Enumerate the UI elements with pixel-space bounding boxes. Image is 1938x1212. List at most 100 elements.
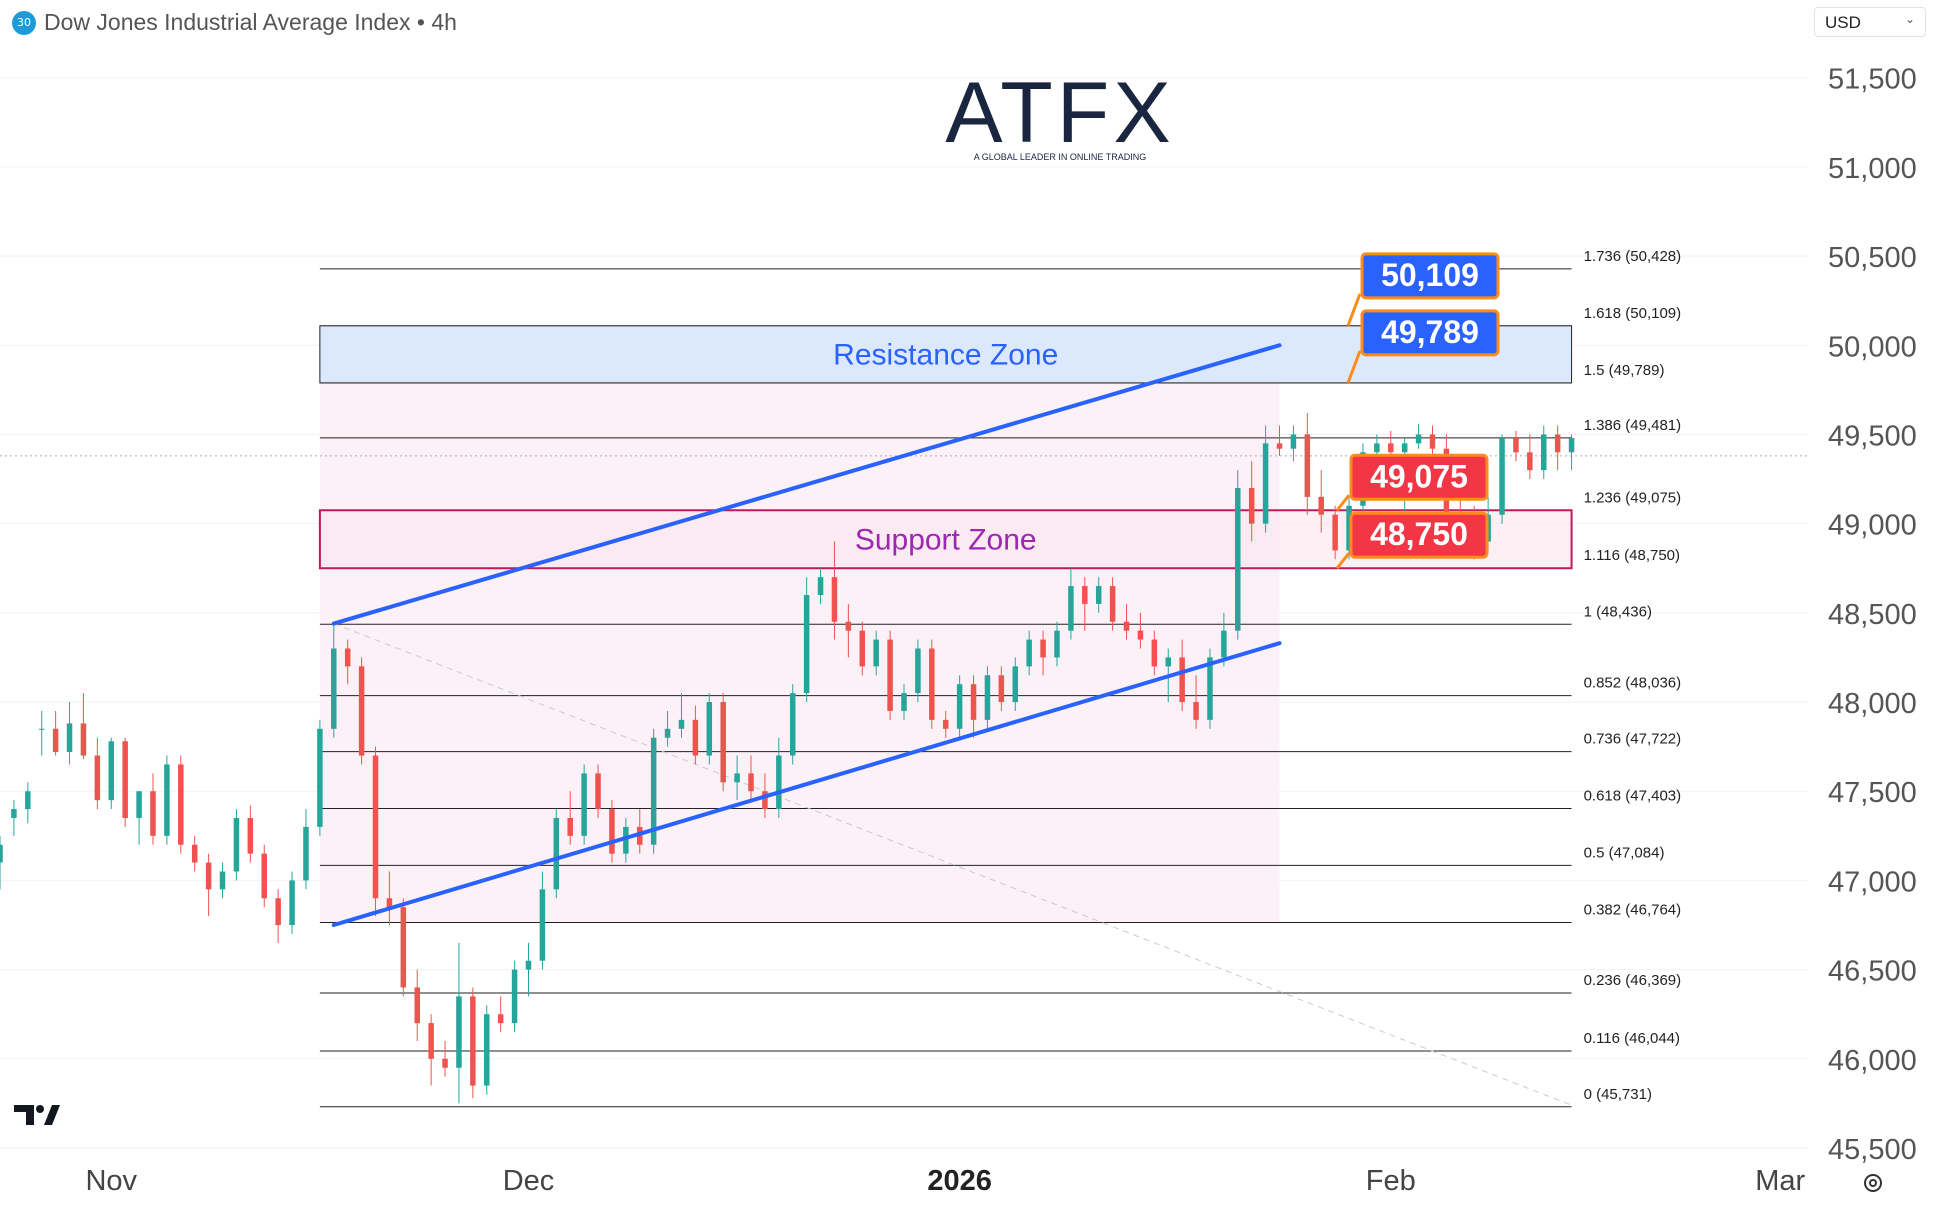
candle-bear xyxy=(52,728,59,752)
fib-level-label: 1.736 (50,428) xyxy=(1584,248,1682,265)
y-axis-tick-label: 48,500 xyxy=(1828,599,1917,631)
candle-bear xyxy=(470,996,476,1086)
candle-bull xyxy=(164,764,170,836)
candle-bull xyxy=(11,809,17,818)
candle-bull xyxy=(650,737,657,845)
candle-bear xyxy=(358,666,365,756)
candle-bear xyxy=(1248,487,1255,524)
price-badge xyxy=(1360,309,1500,357)
candle-bear xyxy=(497,1014,504,1024)
candle-bull xyxy=(1346,505,1352,551)
chevron-down-icon: ⌄ xyxy=(1904,12,1915,26)
badge-pointer xyxy=(1335,494,1351,512)
candle-bear xyxy=(998,675,1005,703)
candle-bull xyxy=(456,996,462,1068)
candle-bull xyxy=(136,791,142,818)
candle-bull xyxy=(317,728,323,827)
y-axis-tick-label: 47,500 xyxy=(1828,777,1917,809)
candle-bull xyxy=(581,773,587,836)
candle-bear xyxy=(1151,639,1158,667)
candle-bull xyxy=(1415,434,1422,444)
y-axis-tick-label: 47,000 xyxy=(1828,866,1917,898)
currency-select[interactable]: USD ⌄ xyxy=(1814,7,1926,37)
x-axis-tick-label: Nov xyxy=(85,1165,137,1197)
candle-bull xyxy=(1262,443,1269,524)
candle-bear xyxy=(748,773,754,792)
dashed-trend-line xyxy=(333,623,1572,1106)
candle-bear xyxy=(942,719,949,729)
price-badge-label: 50,109 xyxy=(1381,257,1479,293)
candle-bear xyxy=(1276,443,1283,449)
candle-bull xyxy=(219,871,226,890)
candle-bear xyxy=(1332,514,1338,551)
candle-bull xyxy=(1012,666,1019,703)
y-axis: 51,500 51,000 50,500 50,000 49,500 49,000 48,5… xyxy=(1828,64,1917,1166)
candle-bear xyxy=(1123,621,1130,631)
candle-bull xyxy=(1026,639,1032,667)
fib-level-label: 0.116 (46,044) xyxy=(1584,1030,1680,1047)
logo-brand: ATFX xyxy=(945,65,1174,161)
channel-lines xyxy=(331,343,1282,928)
candle-bull xyxy=(1568,438,1575,453)
fib-level-label: 1.386 (49,481) xyxy=(1584,417,1682,434)
fib-level-label: 1.618 (50,109) xyxy=(1584,305,1682,322)
candle-bull xyxy=(1221,630,1227,658)
candle-bear xyxy=(261,853,267,899)
candle-bull xyxy=(1401,443,1408,453)
x-axis-tick-label: Mar xyxy=(1755,1165,1805,1197)
candle-bear xyxy=(609,809,615,854)
candle-bear xyxy=(344,648,351,667)
fib-shade-rect xyxy=(319,382,1280,923)
candle-bull xyxy=(66,723,73,752)
candle-bear xyxy=(80,723,87,756)
fib-level-label: 0 (45,731) xyxy=(1584,1086,1652,1103)
zone-labels: Resistance Zone Support Zone xyxy=(833,338,1058,556)
chart-title[interactable]: Dow Jones Industrial Average Index • 4h xyxy=(44,9,457,35)
candle-bull xyxy=(1374,443,1380,453)
candle-bear xyxy=(1040,639,1046,658)
candle-bear xyxy=(205,862,212,890)
candle-bear xyxy=(1179,657,1185,703)
y-axis-tick-label: 50,500 xyxy=(1828,242,1917,274)
gear-icon[interactable] xyxy=(1861,1171,1885,1195)
candle-bull xyxy=(539,889,546,961)
fib-level-label: 0.382 (46,764) xyxy=(1584,902,1682,919)
tradingview-logo-icon[interactable] xyxy=(14,1105,60,1125)
candle-bull xyxy=(817,577,824,595)
candle-bull xyxy=(706,702,713,756)
candle-bull xyxy=(803,595,810,694)
candle-bull xyxy=(331,648,337,729)
price-badge-label: 49,075 xyxy=(1370,458,1468,494)
candle-bear xyxy=(970,684,977,720)
resistance-zone-label: Resistance Zone xyxy=(833,338,1058,371)
fib-level-label: 1.116 (48,750) xyxy=(1584,547,1680,564)
y-axis-tick-label: 45,500 xyxy=(1828,1134,1917,1166)
candle-bull xyxy=(484,1014,490,1086)
candle-bull xyxy=(664,728,671,738)
candle-bear xyxy=(1109,586,1116,622)
candle-bull xyxy=(1068,586,1074,631)
fib-level-label: 0.236 (46,369) xyxy=(1584,972,1682,989)
candle-bull xyxy=(1290,434,1297,449)
y-axis-tick-label: 48,000 xyxy=(1828,688,1917,720)
candle-bull xyxy=(1054,630,1060,658)
fib-shade xyxy=(319,382,1280,923)
candle-bear xyxy=(1527,452,1533,471)
candle-bear xyxy=(859,630,866,667)
candle-bear xyxy=(442,1058,448,1068)
candle-bull xyxy=(1235,487,1241,631)
candle-bull xyxy=(956,684,963,729)
candle-bear xyxy=(428,1023,434,1059)
candle-bull xyxy=(901,693,907,711)
badge-pointer xyxy=(1346,293,1362,327)
candle-bull xyxy=(873,639,879,667)
candle-bull xyxy=(1165,657,1171,667)
x-axis: Nov Dec 2026 Feb Mar xyxy=(85,1165,1805,1197)
candle-bear xyxy=(692,719,699,756)
candle-bear xyxy=(1513,438,1519,453)
candle-bull xyxy=(789,693,796,756)
price-badge xyxy=(1349,453,1489,501)
candle-bear xyxy=(122,741,128,818)
fib-level-label: 1.5 (49,789) xyxy=(1584,362,1665,379)
